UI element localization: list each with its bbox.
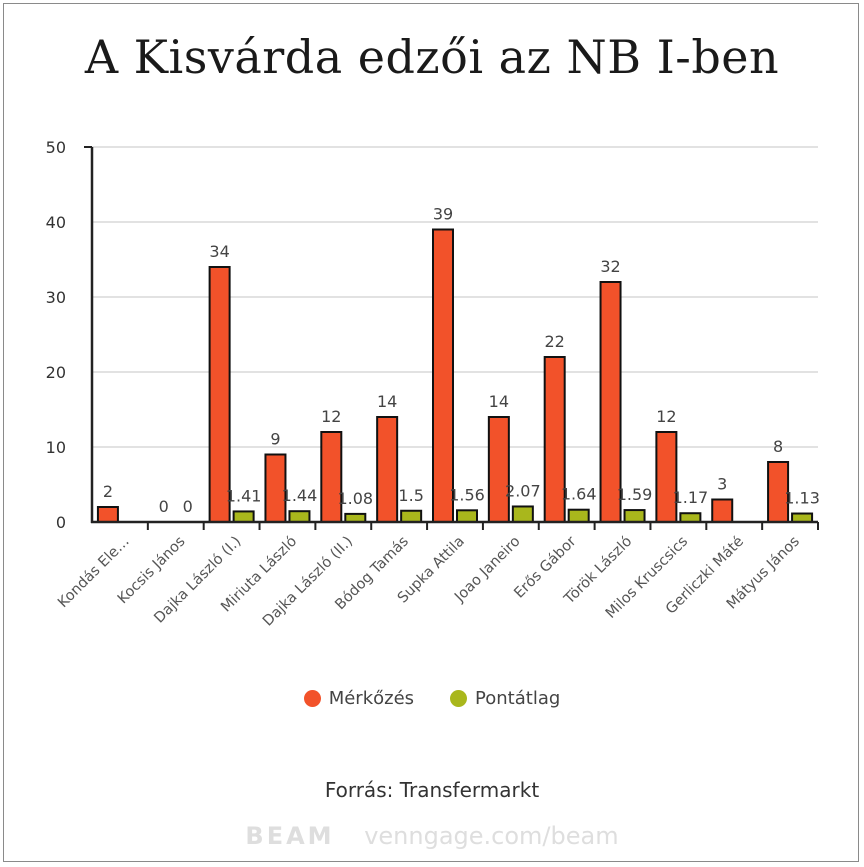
data-label-average: 1.08: [337, 489, 373, 508]
data-label-matches: 12: [321, 407, 341, 426]
data-label-matches: 32: [600, 257, 620, 276]
bar-average: [400, 509, 423, 523]
data-label-matches: 14: [489, 392, 509, 411]
y-tick-label: 40: [46, 213, 66, 232]
legend: Mérkőzés Pontátlag: [0, 688, 864, 709]
data-label-average: 1.13: [784, 489, 820, 508]
bar-matches: [487, 416, 510, 523]
legend-swatch-matches: [303, 690, 321, 707]
bar-average: [623, 509, 646, 524]
legend-item-matches[interactable]: Mérkőzés: [303, 688, 415, 709]
y-tick-label: 30: [46, 288, 66, 307]
bar-matches: [655, 431, 678, 523]
bar-average: [288, 510, 311, 524]
data-label-matches: 34: [209, 242, 229, 261]
bar-matches: [96, 506, 119, 523]
bar-average: [511, 505, 534, 524]
data-label-matches: 12: [656, 407, 676, 426]
bar-matches: [711, 498, 734, 523]
data-label-average: 0: [183, 497, 193, 516]
data-label-average: 1.41: [226, 486, 262, 505]
legend-swatch-average: [450, 690, 468, 707]
data-label-average: 1.64: [561, 485, 597, 504]
chart-frame: [3, 3, 859, 862]
bar-matches: [432, 228, 454, 523]
watermark: BEAM venngage.com/beam: [0, 822, 864, 850]
data-label-matches: 2: [103, 482, 113, 501]
legend-item-average[interactable]: Pontátlag: [450, 688, 560, 709]
data-label-average: 1.5: [398, 486, 423, 505]
data-label-matches: 0: [159, 497, 169, 516]
bar-average: [791, 512, 814, 524]
y-tick-label: 20: [46, 363, 66, 382]
bar-average: [232, 510, 255, 523]
chart-title: A Kisvárda edzői az NB I-ben: [84, 30, 780, 84]
data-label-average: 2.07: [505, 481, 541, 500]
y-tick-label: 50: [46, 138, 66, 157]
data-label-matches: 8: [773, 437, 783, 456]
legend-label-average: Pontátlag: [475, 688, 561, 709]
watermark-brand: BEAM: [245, 822, 335, 850]
data-label-average: 1.59: [617, 485, 653, 504]
data-label-matches: 3: [717, 475, 727, 494]
data-label-matches: 14: [377, 392, 397, 411]
watermark-url: venngage.com/beam: [364, 822, 619, 850]
legend-label-matches: Mérkőzés: [328, 688, 415, 709]
y-tick-label: 10: [46, 438, 66, 457]
data-label-matches: 39: [433, 205, 453, 224]
data-label-matches: 22: [545, 332, 565, 351]
bar-average: [567, 508, 590, 524]
bar-matches: [208, 266, 231, 523]
data-label-average: 1.17: [673, 488, 709, 507]
bar-average: [456, 509, 478, 523]
data-label-matches: 9: [270, 430, 280, 449]
bar-matches: [320, 431, 343, 523]
y-tick-label: 0: [56, 513, 66, 532]
data-label-average: 1.44: [282, 486, 318, 505]
source-note: Forrás: Transfermarkt: [324, 778, 540, 802]
bar-matches: [376, 416, 399, 523]
data-label-average: 1.56: [449, 485, 485, 504]
bar-average: [679, 512, 702, 523]
